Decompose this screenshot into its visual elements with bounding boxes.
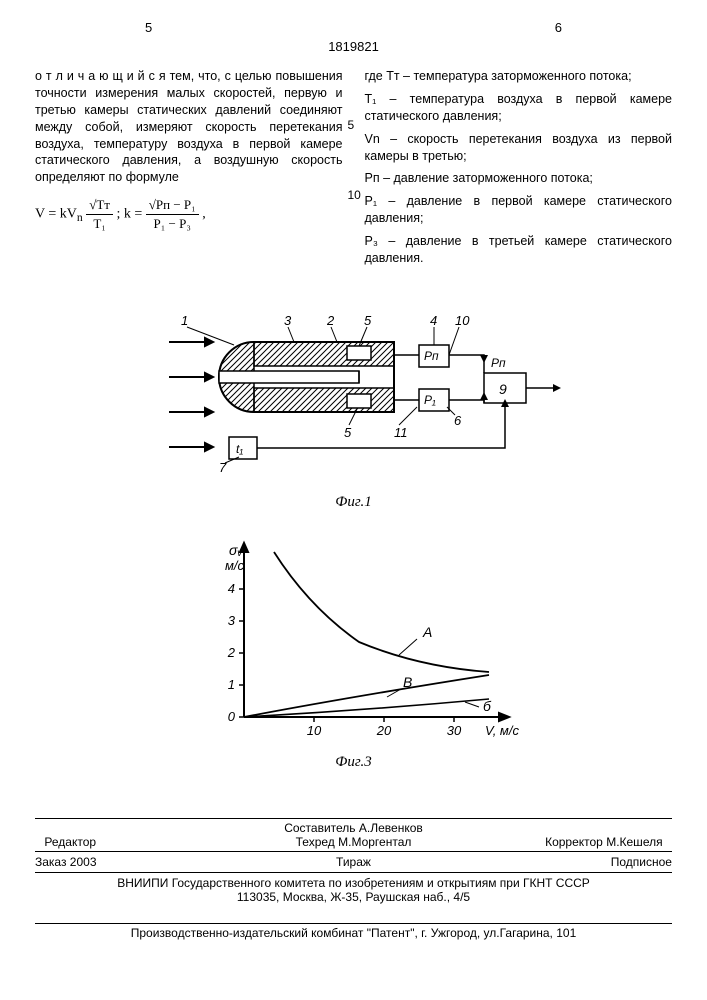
fig3-label-b: б <box>483 698 492 714</box>
left-paragraph: о т л и ч а ю щ и й с я тем, что, с цель… <box>35 68 343 186</box>
page-num-left: 5 <box>145 20 152 35</box>
left-column: о т л и ч а ю щ и й с я тем, что, с цель… <box>35 68 343 273</box>
formula-block: V = kVn √Tт T₁ ; k = √Pп − P₁ P₁ − P₃ , <box>35 196 343 232</box>
formula-k: ; k = <box>116 206 145 221</box>
fig3-ytick-0: 0 <box>227 709 235 724</box>
fig1-label-9: 9 <box>499 381 507 397</box>
fig1-pn2-text: Pп <box>491 356 506 370</box>
credits-order: Заказ 2003 <box>35 855 247 869</box>
fig3-label-a: A <box>422 624 432 640</box>
right-p6: P₃ – давление в третьей камере статическ… <box>365 233 673 267</box>
credits-editor-label: Редактор <box>44 835 235 849</box>
fig1-caption: Фиг.1 <box>35 494 672 511</box>
fig3-ylabel-top: σᵥ <box>229 542 243 558</box>
frac2-den: P₁ − P₃ <box>146 215 199 233</box>
right-p5: P₁ – давление в первой камере статическо… <box>365 193 673 227</box>
figure-3-svg: 0 1 2 3 4 10 20 30 σᵥ м/с V, м/с <box>189 537 519 747</box>
fig3-ytick-2: 2 <box>226 645 235 660</box>
frac1-num: √Tт <box>86 196 113 215</box>
fig1-label-11: 11 <box>394 425 408 440</box>
fig1-label-5b: 5 <box>344 425 352 440</box>
right-p1: где Tт – температура заторможенного пото… <box>365 68 673 85</box>
credits-row3: ВНИИПИ Государственного комитета по изоб… <box>35 876 672 904</box>
credits-org2: 113035, Москва, Ж-35, Раушская наб., 4/5 <box>237 890 470 904</box>
frac-1: √Tт T₁ <box>86 196 113 232</box>
credits-composer: Составитель А.Левенков <box>284 821 423 835</box>
fig3-caption: Фиг.3 <box>35 754 672 771</box>
fig3-ytick-3: 3 <box>227 613 235 628</box>
credits-tirazh: Тираж <box>247 855 459 869</box>
credits-tehred: Техред М.Моргентал <box>239 835 468 849</box>
fig3-xtick-10: 10 <box>306 723 321 738</box>
frac1-den: T₁ <box>86 215 113 233</box>
right-column: где Tт – температура заторможенного пото… <box>365 68 673 273</box>
fig3-ylabel-unit: м/с <box>225 558 245 573</box>
fig1-label-3: 3 <box>284 313 292 328</box>
fig3-xtick-20: 20 <box>375 723 391 738</box>
figure-1-svg: t₁ Pп P₁ 9 <box>139 297 569 487</box>
fig3-xlabel: V, м/с <box>485 723 519 738</box>
fig1-label-4: 4 <box>430 313 437 328</box>
fig1-box-p1-text: P₁ <box>424 393 436 407</box>
svg-text:t₁: t₁ <box>236 442 243 456</box>
credits-row2: Заказ 2003 Тираж Подписное <box>35 851 672 873</box>
formula-v: V = kV <box>35 206 77 221</box>
right-p2: T₁ – температура воздуха в первой камере… <box>365 91 673 125</box>
fig3-xtick-30: 30 <box>446 723 461 738</box>
formula-end: , <box>202 206 206 221</box>
page-numbers-row: 5 6 <box>35 20 672 35</box>
formula-sub-n: n <box>77 211 83 224</box>
credits-org1: ВНИИПИ Государственного комитета по изоб… <box>117 876 590 890</box>
fig1-label-6: 6 <box>454 413 462 428</box>
fig3-ytick-1: 1 <box>227 677 234 692</box>
fig3-ytick-4: 4 <box>227 581 234 596</box>
frac-2: √Pп − P₁ P₁ − P₃ <box>146 196 199 232</box>
credits-subscription: Подписное <box>460 855 672 869</box>
fig1-box-pn-text: Pп <box>424 349 439 363</box>
fig1-label-2: 2 <box>326 313 335 328</box>
line-marker-5: 5 <box>348 118 355 132</box>
frac2-num: √Pп − P₁ <box>146 196 199 215</box>
credits-block: Составитель А.Левенков Редактор Техред М… <box>35 818 672 904</box>
page-num-right: 6 <box>555 20 562 35</box>
fig3-curve-v <box>244 675 489 717</box>
text-columns: о т л и ч а ю щ и й с я тем, что, с цель… <box>35 68 672 273</box>
right-p3: Vn – скорость перетекания воздуха из пер… <box>365 131 673 165</box>
fig3-curve-b <box>244 699 489 717</box>
credits-row1: Составитель А.Левенков Редактор Техред М… <box>35 821 672 849</box>
line-marker-10: 10 <box>348 188 361 202</box>
credits-corrector: Корректор М.Кешеля <box>472 835 663 849</box>
fig3-label-v: В <box>403 674 412 690</box>
fig3-curve-a <box>274 552 489 672</box>
left-text-rest: тем, что, с целью повышения точности изм… <box>35 69 343 184</box>
patent-page: 5 6 1819821 5 10 о т л и ч а ю щ и й с я… <box>0 0 707 1000</box>
doc-number: 1819821 <box>35 39 672 54</box>
right-p4: Pп – давление заторможенного потока; <box>365 170 673 187</box>
printer-line: Производственно-издательский комбинат "П… <box>35 923 672 940</box>
fig1-label-5a: 5 <box>364 313 372 328</box>
figure-3-area: 0 1 2 3 4 10 20 30 σᵥ м/с V, м/с <box>35 537 672 771</box>
fig1-label-1: 1 <box>181 313 188 328</box>
spaced-word: о т л и ч а ю щ и й с я <box>35 69 166 83</box>
fig1-label-10: 10 <box>455 313 470 328</box>
figure-1-area: t₁ Pп P₁ 9 <box>35 297 672 511</box>
